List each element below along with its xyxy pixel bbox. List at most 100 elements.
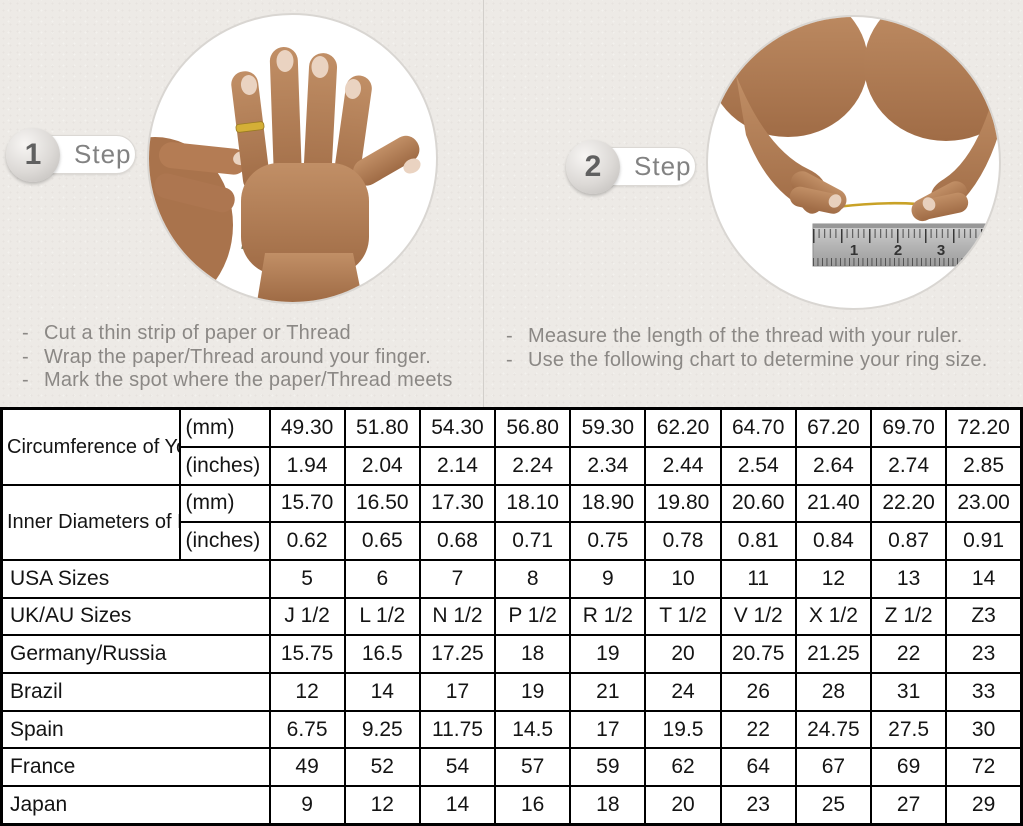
value-cell: X 1/2 bbox=[794, 596, 873, 637]
step2-number-circle: 2 bbox=[566, 140, 620, 194]
ring-size-table-body: Circumference of Your Finger(mm)49.3051.… bbox=[0, 407, 1023, 826]
value-cell: 17.25 bbox=[418, 634, 497, 674]
value-cell: 17 bbox=[418, 671, 497, 712]
value-cell: 0.78 bbox=[644, 521, 722, 561]
value-cell: 25 bbox=[794, 785, 873, 826]
value-cell: 54 bbox=[418, 747, 497, 788]
value-cell: 2.34 bbox=[569, 445, 647, 486]
value-cell: 11 bbox=[719, 558, 797, 599]
value-cell: 2.24 bbox=[494, 445, 572, 486]
value-cell: J 1/2 bbox=[268, 596, 346, 637]
left-pinching-hand bbox=[708, 17, 868, 214]
table-row: Brazil 12 14 17 19 21 24 26 28 31 33 bbox=[0, 671, 1023, 712]
instruction-item: - Use the following chart to determine yo… bbox=[506, 349, 1021, 373]
value-cell: 0.91 bbox=[945, 521, 1023, 561]
value-cell: 21 bbox=[569, 671, 647, 712]
ruler-number-2: 2 bbox=[894, 242, 902, 259]
value-cell: L 1/2 bbox=[343, 596, 421, 637]
value-cell: 0.84 bbox=[794, 521, 873, 561]
unit-cell: (inches) bbox=[178, 445, 271, 486]
value-cell: 2.14 bbox=[418, 445, 497, 486]
value-cell: 9 bbox=[268, 785, 346, 826]
value-cell: 2.85 bbox=[945, 445, 1023, 486]
bullet-text: Wrap the paper/Thread around your finger… bbox=[44, 345, 431, 368]
value-cell: 64 bbox=[719, 747, 797, 788]
value-cell: 2.44 bbox=[644, 445, 722, 486]
right-pinching-hand bbox=[864, 17, 999, 222]
value-cell: 22.20 bbox=[869, 483, 948, 524]
table-row: (inches) 1.94 2.04 2.14 2.24 2.34 2.44 2.54 2.64… bbox=[2, 445, 1023, 486]
value-cell: 19.80 bbox=[644, 483, 722, 524]
ruler-number-1: 1 bbox=[850, 242, 858, 259]
value-cell: 28 bbox=[794, 671, 873, 712]
value-cell: 24.75 bbox=[794, 709, 873, 750]
value-cell: 9 bbox=[569, 558, 647, 599]
value-cell: 7 bbox=[418, 558, 497, 599]
bullet-dash: - bbox=[22, 345, 29, 368]
table-row: Spain 6.75 9.25 11.75 14.5 17 19.5 22 24.75 27.5 3… bbox=[0, 709, 1023, 750]
value-cell: 20 bbox=[644, 634, 722, 674]
step1-badge: Step 1 bbox=[6, 128, 138, 186]
value-cell: 2.64 bbox=[794, 445, 873, 486]
value-cell: 21.25 bbox=[794, 634, 873, 674]
instruction-item: - Mark the spot where the paper/Thread me… bbox=[22, 369, 482, 393]
table-row: USA Sizes 5 6 7 8 9 10 11 12 13 14 bbox=[0, 558, 1023, 599]
table-row: Circumference of Your Finger(mm)49.3051.… bbox=[0, 407, 1023, 486]
value-cell: 16.5 bbox=[343, 634, 421, 674]
vertical-divider bbox=[483, 0, 484, 407]
bullet-dash: - bbox=[22, 322, 29, 344]
value-cell: P 1/2 bbox=[494, 596, 572, 637]
value-cell: 17.30 bbox=[418, 483, 497, 524]
value-cell: V 1/2 bbox=[719, 596, 797, 637]
value-cell: 67.20 bbox=[794, 407, 873, 448]
pinch-fingernails bbox=[828, 194, 936, 211]
value-cell: 12 bbox=[794, 558, 873, 599]
table-row: Inner Diameters of Rings(mm)15.7016.5017… bbox=[0, 483, 1023, 561]
value-cell: 0.75 bbox=[569, 521, 647, 561]
step2-label: Step bbox=[634, 151, 692, 181]
value-cell: 69 bbox=[869, 747, 948, 788]
value-cell: 59 bbox=[569, 747, 647, 788]
step2-badge: Step 2 bbox=[566, 140, 698, 198]
value-cell: 72.20 bbox=[945, 407, 1023, 448]
instruction-item: - Wrap the paper/Thread around your finge… bbox=[22, 346, 482, 370]
value-cell: 0.68 bbox=[418, 521, 497, 561]
value-cell: 59.30 bbox=[569, 407, 647, 448]
open-hand bbox=[231, 47, 420, 302]
unit-cell: (inches) bbox=[178, 521, 271, 561]
value-cell: Z3 bbox=[945, 596, 1023, 637]
value-cell: 0.62 bbox=[268, 521, 346, 561]
value-cell: 22 bbox=[719, 709, 797, 750]
value-cell: 14 bbox=[343, 671, 421, 712]
value-cell: T 1/2 bbox=[644, 596, 722, 637]
value-cell: 64.70 bbox=[719, 407, 797, 448]
value-cell: 17 bbox=[569, 709, 647, 750]
ruler: 1 2 3 bbox=[812, 223, 999, 267]
value-cell: 62.20 bbox=[644, 407, 722, 448]
step1-photo-circle bbox=[147, 13, 438, 304]
value-cell: 27 bbox=[869, 785, 948, 826]
size-chart-section: Circumference of Your Finger(mm)49.3051.… bbox=[0, 407, 1023, 826]
value-cell: 11.75 bbox=[418, 709, 497, 750]
bullet-text: Mark the spot where the paper/Thread mee… bbox=[44, 369, 453, 391]
value-cell: 33 bbox=[945, 671, 1023, 712]
value-cell: 18 bbox=[569, 785, 647, 826]
value-cell: 23.00 bbox=[945, 483, 1023, 524]
instruction-item: - Cut a thin strip of paper or Thread bbox=[22, 322, 482, 346]
row-label-cell: Germany/Russia bbox=[0, 634, 271, 674]
row-label-cell: Inner Diameters of Rings bbox=[0, 483, 181, 561]
value-cell: 51.80 bbox=[343, 407, 421, 448]
row-label-cell: Circumference of Your Finger bbox=[0, 407, 181, 486]
value-cell: 14.5 bbox=[494, 709, 572, 750]
unit-cell: (mm) bbox=[178, 483, 271, 524]
value-cell: 21.40 bbox=[794, 483, 873, 524]
value-cell: 0.81 bbox=[719, 521, 797, 561]
ruler-number-3: 3 bbox=[937, 242, 945, 259]
value-cell: 19.5 bbox=[644, 709, 722, 750]
instructions-section: 1 2 3 bbox=[0, 0, 1023, 407]
value-cell: 72 bbox=[945, 747, 1023, 788]
value-cell: 19 bbox=[494, 671, 572, 712]
table-row: Germany/Russia 15.75 16.5 17.25 18 19 20 20.75 2… bbox=[0, 634, 1023, 674]
value-cell: R 1/2 bbox=[569, 596, 647, 637]
value-cell: 6 bbox=[343, 558, 421, 599]
